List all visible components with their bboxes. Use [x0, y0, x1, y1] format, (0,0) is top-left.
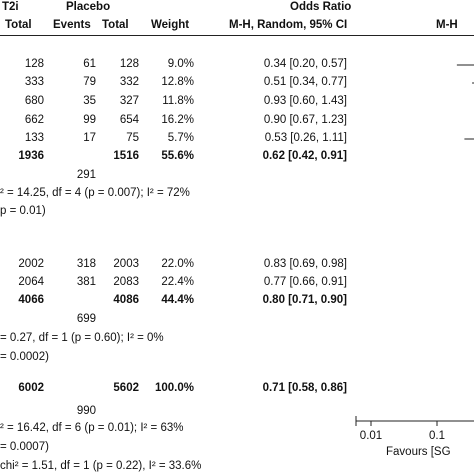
- cell-ci: 0.77 [0.66, 0.91]: [263, 276, 347, 288]
- cell-placebo-total: 327: [119, 95, 139, 107]
- cell-sglt2i-total: 680: [24, 95, 44, 107]
- heterogeneity-text: ² = 14.25, df = 4 (p = 0.007); I² = 72%: [0, 187, 190, 199]
- header-or-right: M-H: [436, 19, 458, 31]
- cell-placebo-total: 2003: [113, 258, 139, 270]
- header-rule: [0, 35, 474, 36]
- cell-ci: 0.34 [0.20, 0.57]: [263, 58, 347, 70]
- cell-placebo-total: 128: [119, 58, 139, 70]
- cell-ci: 0.83 [0.69, 0.98]: [263, 258, 347, 270]
- overall-effect-text: p = 0.01): [0, 205, 46, 217]
- cell-sglt2i-total: 2064: [18, 276, 44, 288]
- cell-ci: 0.71 [0.58, 0.86]: [262, 382, 347, 394]
- header-total-placebo: Total: [102, 19, 129, 31]
- header-group-odds-ratio: Odds Ratio: [290, 1, 352, 13]
- cell-sglt2i-total: 662: [24, 114, 44, 126]
- cell-ci: 0.62 [0.42, 0.91]: [262, 150, 347, 162]
- cell-placebo-events: 35: [83, 95, 96, 107]
- axis-tick-label: 0.01: [359, 430, 383, 442]
- cell-placebo-total: 4086: [113, 294, 139, 306]
- cell-placebo-events: 17: [83, 132, 96, 144]
- heterogeneity-text: ² = 16.42, df = 6 (p = 0.01); I² = 63%: [0, 422, 184, 434]
- cell-ci: 0.51 [0.34, 0.77]: [263, 76, 347, 88]
- cell-placebo-events: 61: [83, 58, 96, 70]
- cell-weight: 22.4%: [161, 276, 194, 288]
- cell-sglt2i-total: 333: [24, 76, 44, 88]
- cell-placebo-total: 332: [119, 76, 139, 88]
- cell-weight: 55.6%: [161, 150, 194, 162]
- cell-weight: 100.0%: [154, 382, 194, 394]
- header-weight: Weight: [151, 19, 190, 31]
- header-group-sglt2i: T2i: [2, 1, 19, 13]
- cell-placebo-events: 381: [76, 276, 96, 288]
- overall-effect-text: = 0.0007): [0, 441, 49, 453]
- axis-tick-label: 0.1: [429, 430, 445, 442]
- header-total-sglt2i: Total: [5, 19, 32, 31]
- cell-placebo-events: 318: [76, 258, 96, 270]
- cell-weight: 16.2%: [161, 114, 194, 126]
- cell-weight: 11.8%: [162, 95, 194, 107]
- heterogeneity-text: = 0.27, df = 1 (p = 0.60); I² = 0%: [0, 332, 164, 344]
- total-events: 291: [76, 169, 96, 181]
- cell-weight: 22.0%: [161, 258, 194, 270]
- overall-effect-text: = 0.0002): [0, 351, 49, 363]
- cell-ci: 0.53 [0.26, 1.11]: [264, 132, 347, 144]
- cell-ci: 0.80 [0.71, 0.90]: [262, 294, 347, 306]
- header-events-placebo: Events: [53, 19, 91, 31]
- total-events: 990: [76, 405, 96, 417]
- cell-sglt2i-total: 128: [24, 58, 44, 70]
- cell-weight: 5.7%: [167, 132, 194, 144]
- cell-placebo-total: 2083: [113, 276, 139, 288]
- cell-sglt2i-total: 4066: [18, 294, 44, 306]
- cell-weight: 12.8%: [161, 76, 194, 88]
- cell-sglt2i-total: 2002: [18, 258, 44, 270]
- cell-sglt2i-total: 1936: [18, 150, 44, 162]
- cell-placebo-total: 75: [126, 132, 139, 144]
- cell-ci: 0.90 [0.67, 1.23]: [263, 114, 347, 126]
- cell-placebo-total: 5602: [113, 382, 139, 394]
- cell-weight: 9.0%: [167, 58, 194, 70]
- cell-placebo-total: 654: [119, 114, 139, 126]
- header-ci: M-H, Random, 95% CI: [229, 19, 348, 31]
- cell-placebo-total: 1516: [113, 150, 139, 162]
- cell-ci: 0.93 [0.60, 1.43]: [263, 95, 347, 107]
- cell-weight: 44.4%: [161, 294, 194, 306]
- cell-sglt2i-total: 6002: [18, 382, 44, 394]
- favours-label: Favours [SG: [386, 446, 451, 458]
- subgroup-differences-text: chi² = 1.51, df = 1 (p = 0.22), I² = 33.…: [0, 460, 202, 472]
- total-events: 699: [76, 313, 96, 325]
- header-group-placebo: Placebo: [66, 1, 111, 13]
- cell-placebo-events: 99: [83, 114, 96, 126]
- cell-sglt2i-total: 133: [24, 132, 44, 144]
- cell-placebo-events: 79: [83, 76, 96, 88]
